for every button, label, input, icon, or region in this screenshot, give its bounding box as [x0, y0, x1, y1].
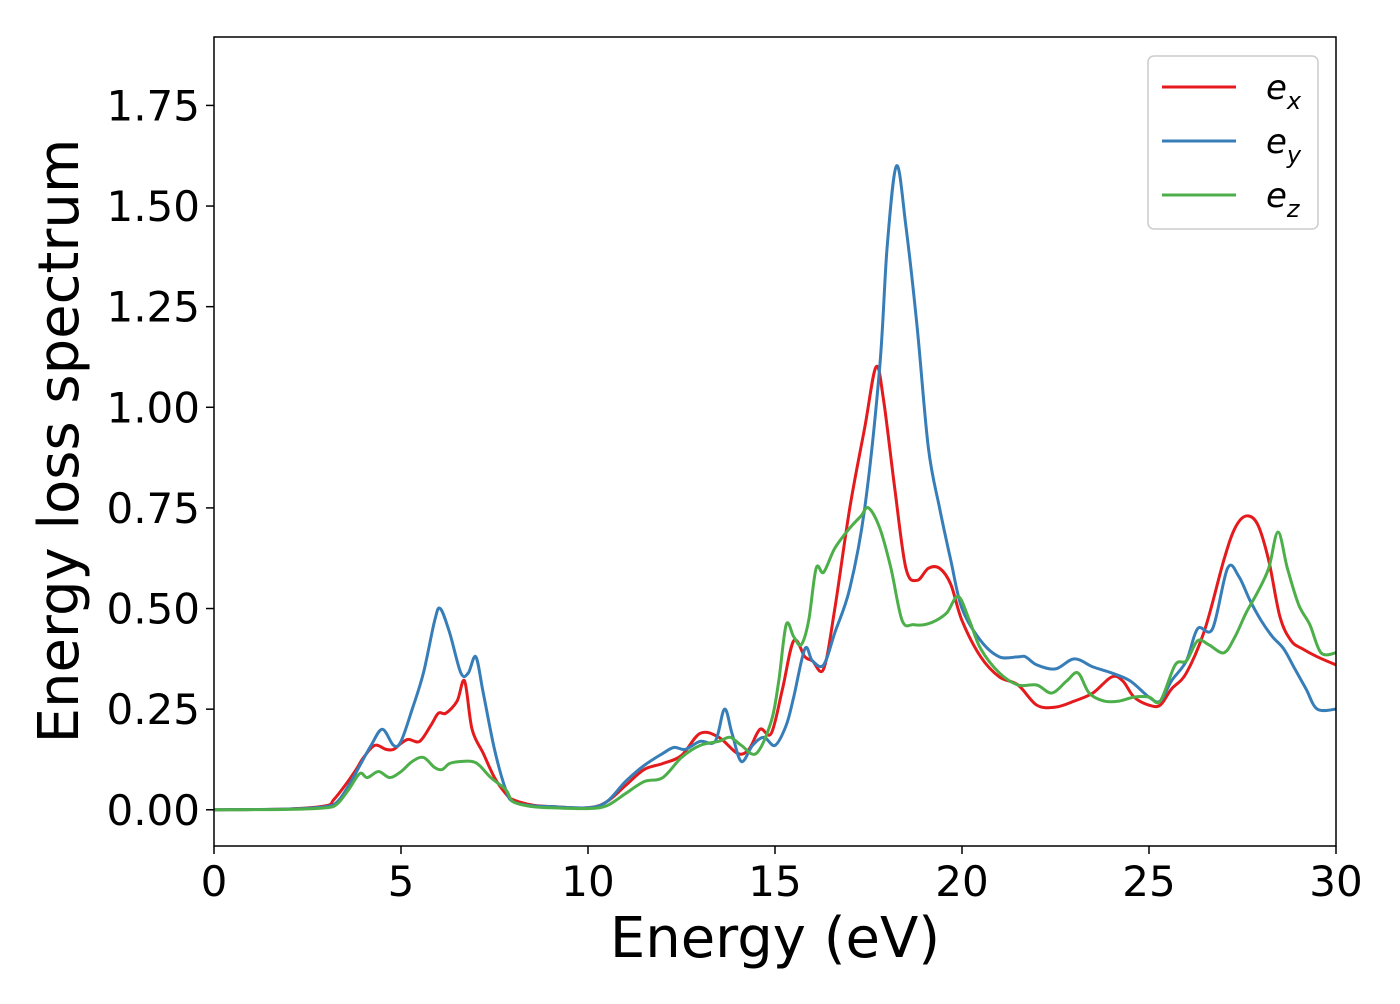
- axes-layer: 0 5 10 15 20 25 30 0.00 0.25 0.50 0.75 1.00 1.25 1.50…: [106, 36, 1363, 906]
- y-tick-label: 0.50: [106, 585, 200, 634]
- x-tick-label: 20: [935, 857, 988, 906]
- x-tick-label: 25: [1122, 857, 1175, 906]
- plot-layer: [214, 164, 1336, 812]
- legend-label-x: ex: [1266, 68, 1302, 115]
- x-tick-label: 0: [201, 857, 228, 906]
- x-tick-label: 5: [388, 857, 415, 906]
- y-tick-label: 0.00: [106, 786, 200, 835]
- series-line-z: [214, 506, 1336, 812]
- x-tick-label: 30: [1309, 857, 1362, 906]
- y-tick-label: 1.50: [106, 182, 200, 231]
- x-axis-label: Energy (eV): [610, 906, 940, 971]
- y-tick-label: 1.00: [106, 383, 200, 432]
- y-tick-label: 1.25: [106, 283, 200, 332]
- y-tick-label: 0.25: [106, 685, 200, 734]
- y-tick-label: 0.75: [106, 484, 200, 533]
- series-lines: [214, 164, 1336, 812]
- series-line-y: [214, 164, 1336, 812]
- series-line-x: [214, 364, 1336, 812]
- x-tick-label: 10: [561, 857, 614, 906]
- y-axis-label: Energy loss spectrum: [27, 139, 92, 744]
- y-tick-label: 1.75: [106, 81, 200, 130]
- x-tick-label: 15: [748, 857, 801, 906]
